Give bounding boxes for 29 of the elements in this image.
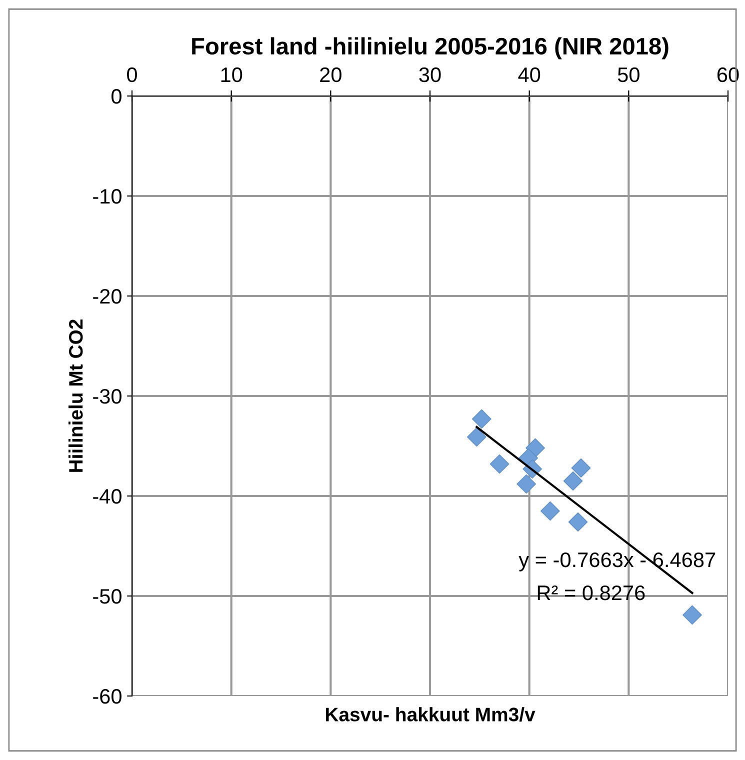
point — [563, 471, 583, 491]
y-tick-label: 0 — [112, 89, 122, 104]
x-tick-label: 10 — [221, 67, 242, 82]
chart-title: Forest land -hiilinielu 2005-2016 (NIR 2018) — [192, 37, 668, 60]
point — [490, 454, 510, 474]
y-tick-label: -20 — [93, 289, 122, 304]
point — [571, 458, 591, 478]
point — [540, 501, 560, 521]
point — [472, 409, 492, 429]
y-tick-label: -30 — [93, 389, 122, 404]
x-tick-label: 20 — [320, 67, 342, 82]
y-tick-label: -10 — [93, 189, 122, 204]
y-tick-label: -50 — [93, 589, 122, 604]
x-tick-label: 60 — [717, 67, 739, 82]
y-tick-label: -60 — [93, 689, 122, 704]
point — [568, 512, 588, 532]
point — [516, 474, 536, 494]
x-axis-title: Kasvu- hakkuut Mm3/v — [326, 707, 536, 722]
point — [467, 427, 486, 447]
x-tick-label: 40 — [518, 67, 540, 82]
point — [526, 438, 545, 458]
y-tick-label: -40 — [93, 489, 122, 504]
y-axis-title: Hiilinielu Mt CO2 — [68, 320, 83, 472]
annotation: y = -0.7663x - 6.4687 — [518, 552, 716, 572]
x-tick-label: 50 — [618, 67, 640, 82]
x-tick-label: 30 — [419, 67, 441, 82]
annotation: R² = 0.8276 — [538, 585, 645, 600]
point — [682, 605, 702, 625]
x-tick-label: 0 — [127, 67, 137, 82]
